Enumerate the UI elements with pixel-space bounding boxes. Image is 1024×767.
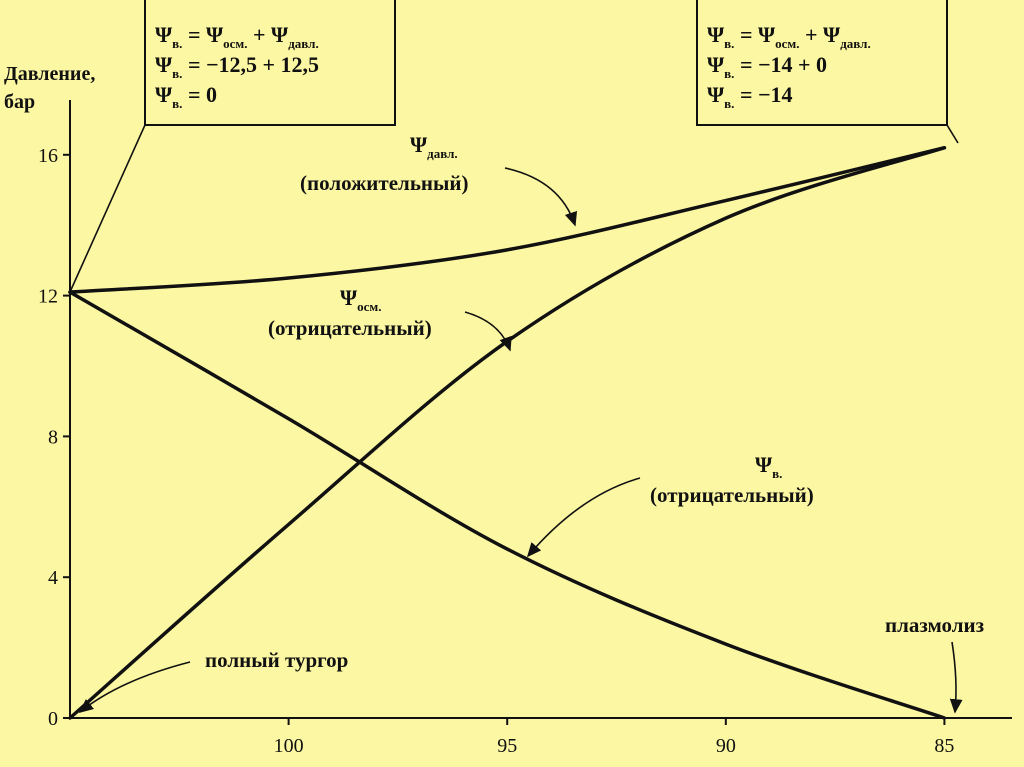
subscript: в. (724, 66, 734, 81)
connector (946, 124, 959, 144)
formula-box (696, 0, 948, 126)
arrow (949, 641, 963, 714)
subscript: осм. (775, 36, 799, 51)
x-tick-label: 95 (497, 735, 517, 757)
series-description: (отрицательный) (650, 483, 814, 507)
subscript: в. (724, 36, 734, 51)
connector (69, 124, 146, 293)
series-label: Ψосм. (340, 285, 382, 314)
x-tick-label: 90 (716, 735, 736, 757)
text-part: Ψ (155, 52, 173, 77)
subscript: в. (724, 96, 734, 111)
arrow (526, 477, 641, 558)
y-tick-label: 8 (48, 426, 58, 448)
text-part: = −14 + 0 (734, 52, 827, 77)
text-part: = Ψ (182, 22, 224, 47)
subscript: в. (172, 36, 182, 51)
subscript: осм. (223, 36, 247, 51)
arrow (504, 167, 578, 227)
series-line (68, 146, 947, 294)
formula-line: Ψв. = −14 (707, 82, 793, 111)
text-part: = −12,5 + 12,5 (182, 52, 319, 77)
series-line (68, 146, 947, 720)
annotation: полный тургор (205, 648, 348, 672)
subscript: давл. (840, 36, 870, 51)
text-part: + Ψ (248, 22, 290, 47)
subscript: в. (772, 466, 782, 481)
text-part: Ψ (155, 22, 173, 47)
text-part: Ψ (707, 82, 725, 107)
series-label: Ψв. (755, 452, 782, 481)
arrow (464, 311, 512, 352)
series-description: (отрицательный) (268, 316, 432, 340)
subscript: в. (172, 66, 182, 81)
y-tick-label: 16 (38, 145, 58, 167)
subscript: давл. (288, 36, 318, 51)
subscript: осм. (357, 299, 381, 314)
y-tick-label: 0 (48, 708, 58, 730)
y-axis-label: Давление, (4, 63, 95, 85)
text-part: = 0 (182, 82, 217, 107)
y-axis-label: бар (4, 91, 35, 113)
text-part: + Ψ (800, 22, 842, 47)
y-tick-label: 12 (38, 286, 58, 308)
text-part: Ψ (155, 82, 173, 107)
text-part: = Ψ (734, 22, 776, 47)
series-line (68, 290, 947, 720)
text-part: Ψ (755, 452, 773, 477)
text-part: Ψ (707, 52, 725, 77)
formula-line: Ψв. = −14 + 0 (707, 52, 827, 81)
subscript: давл. (427, 146, 457, 161)
text-part: Ψ (340, 285, 358, 310)
formula-line: Ψв. = 0 (155, 82, 217, 111)
text-part: Ψ (707, 22, 725, 47)
formula-line: Ψв. = Ψосм. + Ψдавл. (707, 22, 871, 51)
arrow (78, 661, 191, 713)
x-tick-label: 100 (274, 735, 304, 757)
text-part: Ψ (410, 132, 428, 157)
subscript: в. (172, 96, 182, 111)
text-part: = −14 (734, 82, 792, 107)
formula-line: Ψв. = −12,5 + 12,5 (155, 52, 319, 81)
x-tick-label: 85 (934, 735, 954, 757)
formula-box (144, 0, 396, 126)
annotation: плазмолиз (885, 613, 984, 637)
formula-line: Ψв. = Ψосм. + Ψдавл. (155, 22, 319, 51)
y-tick-label: 4 (48, 567, 58, 589)
series-label: Ψдавл. (410, 132, 458, 161)
series-description: (положительный) (300, 171, 469, 195)
